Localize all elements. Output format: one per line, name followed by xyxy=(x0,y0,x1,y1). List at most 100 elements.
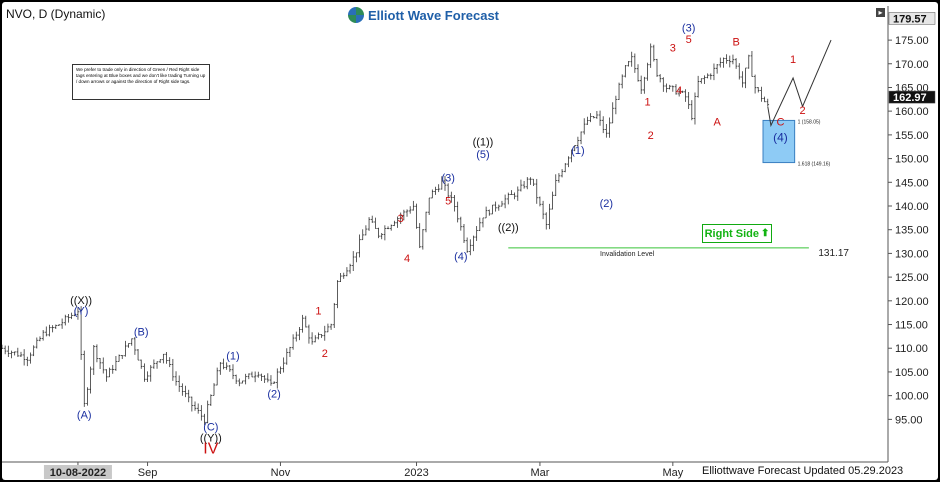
ohlc-bar xyxy=(431,189,434,199)
ohlc-bar xyxy=(367,217,371,231)
ohlc-bar xyxy=(747,54,751,69)
ohlc-bar xyxy=(193,401,197,411)
ohlc-bar xyxy=(158,359,162,363)
ohlc-bar xyxy=(124,340,127,357)
ohlc-bar xyxy=(253,371,257,383)
ohlc-bar xyxy=(674,84,678,95)
ohlc-bar xyxy=(244,373,247,385)
ohlc-bar xyxy=(155,361,159,369)
invalidation-label: Invalidation Level xyxy=(600,251,655,258)
ohlc-bar xyxy=(263,375,266,383)
ohlc-bar xyxy=(294,331,298,342)
ohlc-bar xyxy=(396,216,399,228)
ohlc-bar xyxy=(342,272,346,279)
ohlc-bar xyxy=(127,343,130,348)
ohlc-bar xyxy=(516,186,520,201)
ohlc-bar xyxy=(317,332,320,340)
ohlc-bar xyxy=(633,53,637,73)
x-tick-label-5: May xyxy=(662,467,683,479)
ohlc-bar xyxy=(38,336,42,342)
ohlc-bar xyxy=(380,232,384,240)
ohlc-bar xyxy=(146,371,149,383)
ohlc-bar xyxy=(22,349,26,366)
invalidation-value: 131.17 xyxy=(818,248,849,259)
ohlc-bar xyxy=(162,353,165,364)
ohlc-bar xyxy=(753,74,757,94)
x-tick-highlight xyxy=(43,465,112,479)
ohlc-bar xyxy=(374,217,377,229)
ohlc-bar xyxy=(272,381,276,385)
ohlc-bar xyxy=(525,177,529,190)
ohlc-bar xyxy=(3,345,7,355)
ohlc-bar xyxy=(450,191,453,203)
ohlc-bar xyxy=(617,82,621,101)
expand-icon[interactable]: ▸ xyxy=(876,8,885,17)
ohlc-bar xyxy=(45,326,48,337)
ohlc-bar xyxy=(484,206,488,219)
ohlc-bar xyxy=(76,307,80,320)
brand-logo: Elliott Wave Forecast xyxy=(348,7,499,23)
ohlc-bar xyxy=(665,83,668,93)
wave-label-28: B xyxy=(732,36,739,48)
wave-label-15: (4) xyxy=(454,251,467,263)
ohlc-bar xyxy=(171,358,175,381)
ohlc-bar xyxy=(266,373,270,383)
y-tick-label-0: 95.00 xyxy=(895,414,923,426)
ohlc-bar xyxy=(48,324,51,337)
last-price-tag: 162.97 xyxy=(893,92,927,104)
ohlc-bar xyxy=(465,237,469,253)
ohlc-bar xyxy=(336,280,339,309)
wave-label-9: 1 xyxy=(315,305,321,317)
symbol-label: NVO, D (Dynamic) xyxy=(6,7,106,21)
ohlc-bar xyxy=(165,351,168,364)
ohlc-bar xyxy=(503,194,507,209)
wave-label-11: 3 xyxy=(398,213,404,225)
high-price-tag: 179.57 xyxy=(893,13,927,25)
ohlc-bar xyxy=(658,74,662,83)
ohlc-bar xyxy=(605,123,608,138)
wave-label-8: (2) xyxy=(267,388,280,400)
ohlc-bar xyxy=(269,375,273,386)
ohlc-bar xyxy=(26,356,29,367)
ohlc-bar xyxy=(595,110,599,119)
wave-label-31: 1 xyxy=(790,54,796,66)
ohlc-bar xyxy=(32,345,35,357)
ohlc-bar xyxy=(225,362,228,370)
ohlc-bar xyxy=(168,357,172,368)
right-side-tag: Right Side ⬆ xyxy=(702,224,772,243)
ohlc-bar xyxy=(209,394,213,406)
ohlc-bar xyxy=(684,89,687,102)
ohlc-bar xyxy=(377,227,380,239)
ohlc-bar xyxy=(206,400,209,424)
logo-icon xyxy=(348,7,364,23)
ohlc-bar xyxy=(130,338,134,346)
ohlc-bar xyxy=(513,192,516,200)
ohlc-bar xyxy=(200,405,203,421)
ohlc-bar xyxy=(120,355,124,360)
ohlc-bar xyxy=(500,200,504,207)
ohlc-bar xyxy=(291,334,295,350)
ohlc-bar xyxy=(608,117,611,138)
y-tick-label-12: 155.00 xyxy=(895,130,929,142)
ohlc-bar xyxy=(386,226,390,230)
ohlc-bar xyxy=(760,86,763,102)
ohlc-bar xyxy=(95,344,99,363)
y-tick-label-15: 170.00 xyxy=(895,59,929,71)
ohlc-bar xyxy=(630,51,633,67)
ohlc-bar xyxy=(19,351,23,357)
ohlc-bar xyxy=(535,178,539,204)
ohlc-bar xyxy=(108,367,111,378)
ohlc-bar xyxy=(624,65,627,78)
ohlc-bar xyxy=(671,85,675,92)
ohlc-bar xyxy=(348,263,352,274)
ohlc-bar xyxy=(231,364,235,380)
x-tick-label-1: Sep xyxy=(138,467,158,479)
ohlc-bar xyxy=(190,396,194,412)
wave-label-26: 5 xyxy=(686,34,692,46)
wave-label-18: ((2)) xyxy=(498,222,519,234)
ohlc-bar xyxy=(563,163,567,173)
ohlc-bar xyxy=(548,203,551,230)
ohlc-bar xyxy=(544,212,548,230)
